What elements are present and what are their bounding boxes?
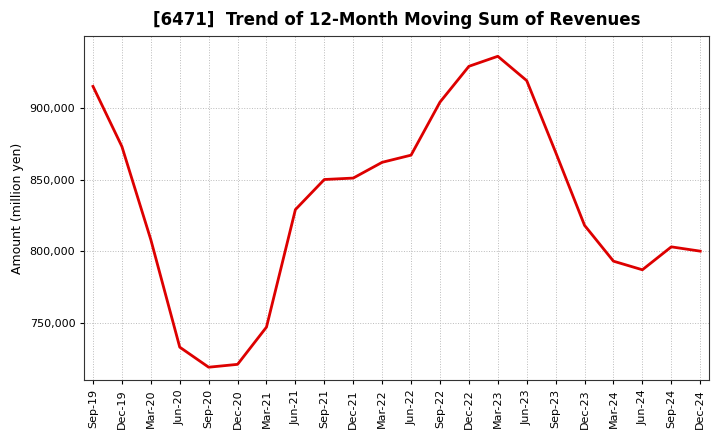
Y-axis label: Amount (million yen): Amount (million yen): [11, 143, 24, 274]
Title: [6471]  Trend of 12-Month Moving Sum of Revenues: [6471] Trend of 12-Month Moving Sum of R…: [153, 11, 640, 29]
